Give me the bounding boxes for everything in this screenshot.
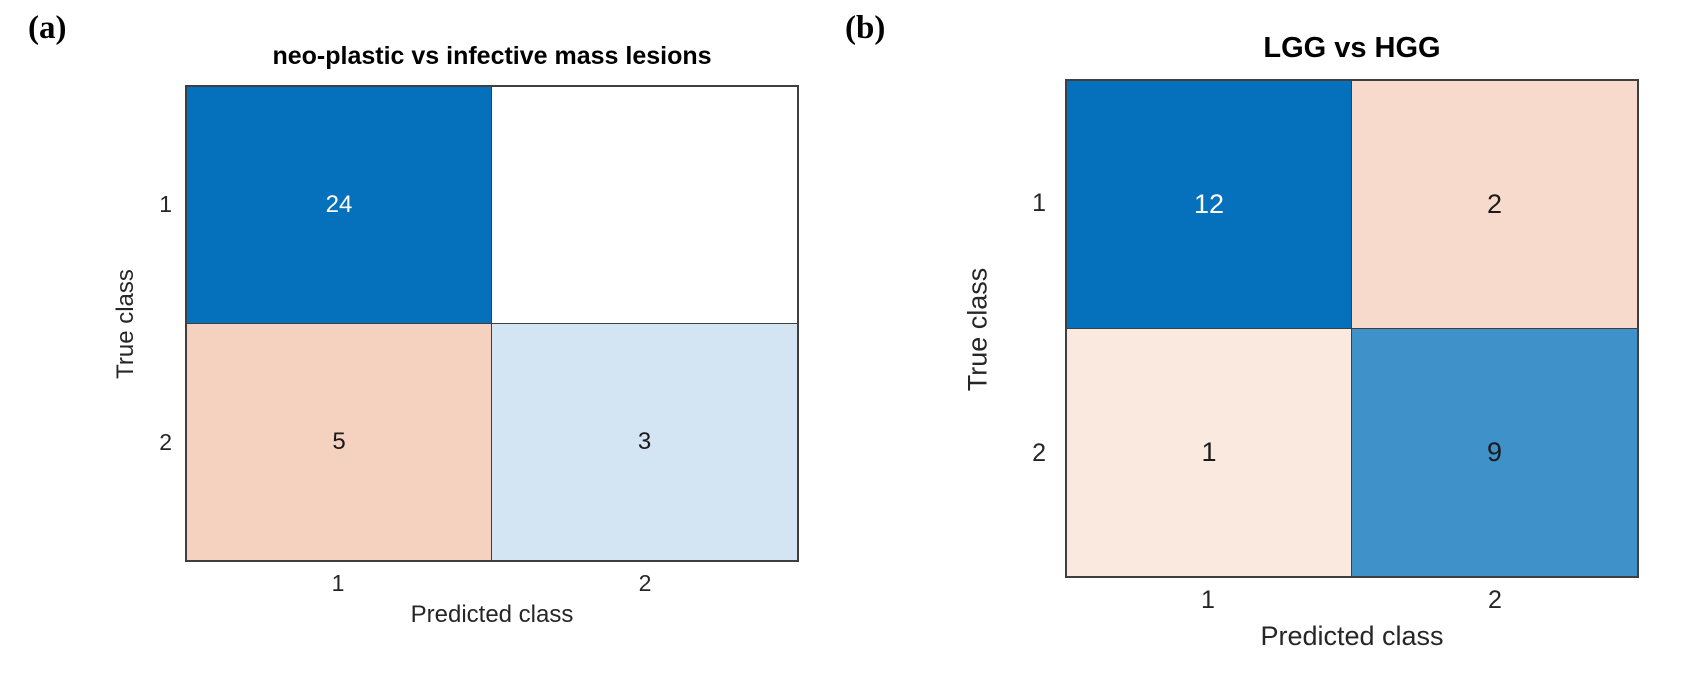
panel-b-xtick-2: 2 <box>1488 586 1502 614</box>
panel-b-ytick-2: 2 <box>1032 439 1046 467</box>
panel-b-x-axis-label: Predicted class <box>1260 621 1444 651</box>
matrix-cell-a-r2c1: 5 <box>187 323 492 560</box>
panel-a-ytick-1: 1 <box>159 191 172 217</box>
panel-a-xtick-1: 1 <box>331 570 345 596</box>
panel-b-xtick-1: 1 <box>1201 586 1215 614</box>
panel-b-ytick-1: 1 <box>1032 189 1046 217</box>
panel-b-chart-title: LGG vs HGG <box>1263 32 1441 64</box>
panel-a-chart-title: neo-plastic vs infective mass lesions <box>272 42 712 70</box>
matrix-cell-b-r1c1: 12 <box>1067 81 1352 329</box>
panel-a-confusion-matrix: 24 5 3 <box>185 85 799 562</box>
matrix-cell-a-r1c2 <box>492 87 797 324</box>
panel-b-y-axis-label: True class <box>962 267 993 392</box>
matrix-cell-a-r2c2: 3 <box>492 323 797 560</box>
panel-a-x-axis-label: Predicted class <box>410 601 574 628</box>
matrix-cell-b-r1c2: 2 <box>1352 81 1637 329</box>
panel-a-ytick-2: 2 <box>159 429 172 455</box>
panel-a-xtick-2: 2 <box>638 570 652 596</box>
matrix-cell-b-r2c1: 1 <box>1067 328 1352 576</box>
panel-b-confusion-matrix: 12 2 1 9 <box>1065 79 1639 578</box>
panel-a-label: (a) <box>28 10 67 46</box>
panel-b-label: (b) <box>845 10 886 46</box>
matrix-cell-a-r1c1: 24 <box>187 87 492 324</box>
matrix-cell-b-r2c2: 9 <box>1352 328 1637 576</box>
panel-a-y-axis-label: True class <box>112 269 139 379</box>
